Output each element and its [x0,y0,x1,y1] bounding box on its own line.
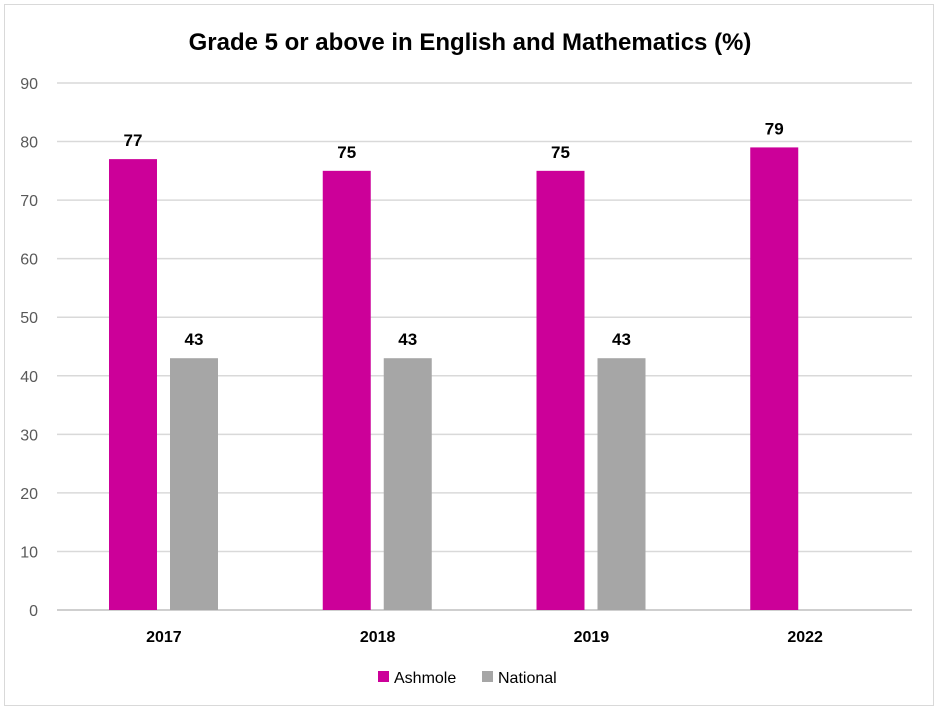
y-tick-label: 10 [20,544,38,561]
legend: Ashmole National [378,670,557,687]
bar-national-2019 [597,358,646,610]
data-label-national-2018: 43 [398,330,417,349]
bar-national-2018 [383,358,432,610]
data-label-ashmole-2019: 75 [551,143,570,162]
x-tick-label: 2018 [360,629,396,646]
y-tick-label: 60 [20,252,38,269]
x-tick-label: 2019 [574,629,610,646]
y-tick-label: 20 [20,486,38,503]
legend-label-ashmole: Ashmole [394,670,456,687]
bar-ashmole-2019 [536,170,585,611]
data-label-national-2017: 43 [185,330,204,349]
y-tick-label: 80 [20,135,38,152]
bar-ashmole-2018 [322,170,371,611]
y-tick-label: 40 [20,369,38,386]
x-axis-ticks: 2017 2018 2019 2022 [146,629,823,646]
y-tick-label: 30 [20,427,38,444]
x-tick-label: 2022 [787,629,823,646]
bars [109,147,799,611]
bar-ashmole-2017 [109,159,157,610]
y-tick-label: 90 [20,76,38,93]
data-label-national-2019: 43 [612,330,631,349]
y-tick-label: 0 [29,603,38,620]
data-labels: 77 43 75 43 75 43 79 [124,119,784,349]
bar-ashmole-2022 [750,147,799,610]
chart-title: Grade 5 or above in English and Mathemat… [189,29,752,56]
data-label-ashmole-2018: 75 [337,143,356,162]
legend-swatch-ashmole [378,671,389,682]
data-label-ashmole-2022: 79 [765,119,784,138]
y-tick-label: 70 [20,193,38,210]
legend-swatch-national [482,671,493,682]
data-label-ashmole-2017: 77 [124,131,143,150]
y-axis-ticks: 0 10 20 30 40 50 60 70 80 90 [20,76,38,620]
legend-label-national: National [498,670,557,687]
y-tick-label: 50 [20,310,38,327]
x-tick-label: 2017 [146,629,182,646]
bar-national-2017 [170,358,218,610]
